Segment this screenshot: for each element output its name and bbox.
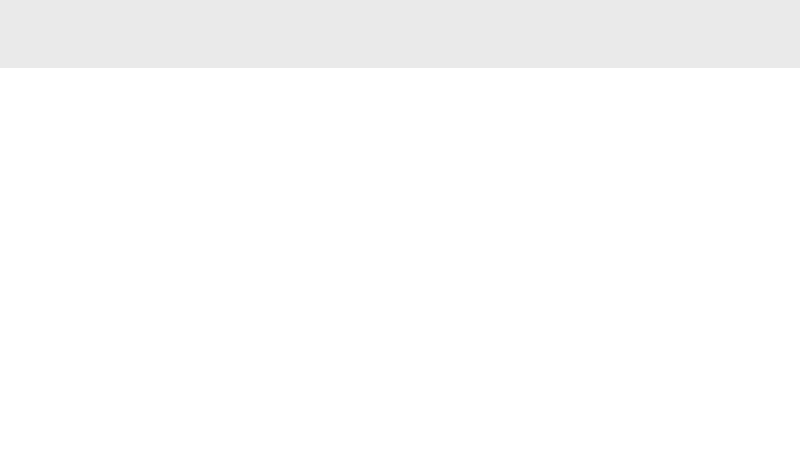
day-header-row bbox=[0, 0, 800, 68]
